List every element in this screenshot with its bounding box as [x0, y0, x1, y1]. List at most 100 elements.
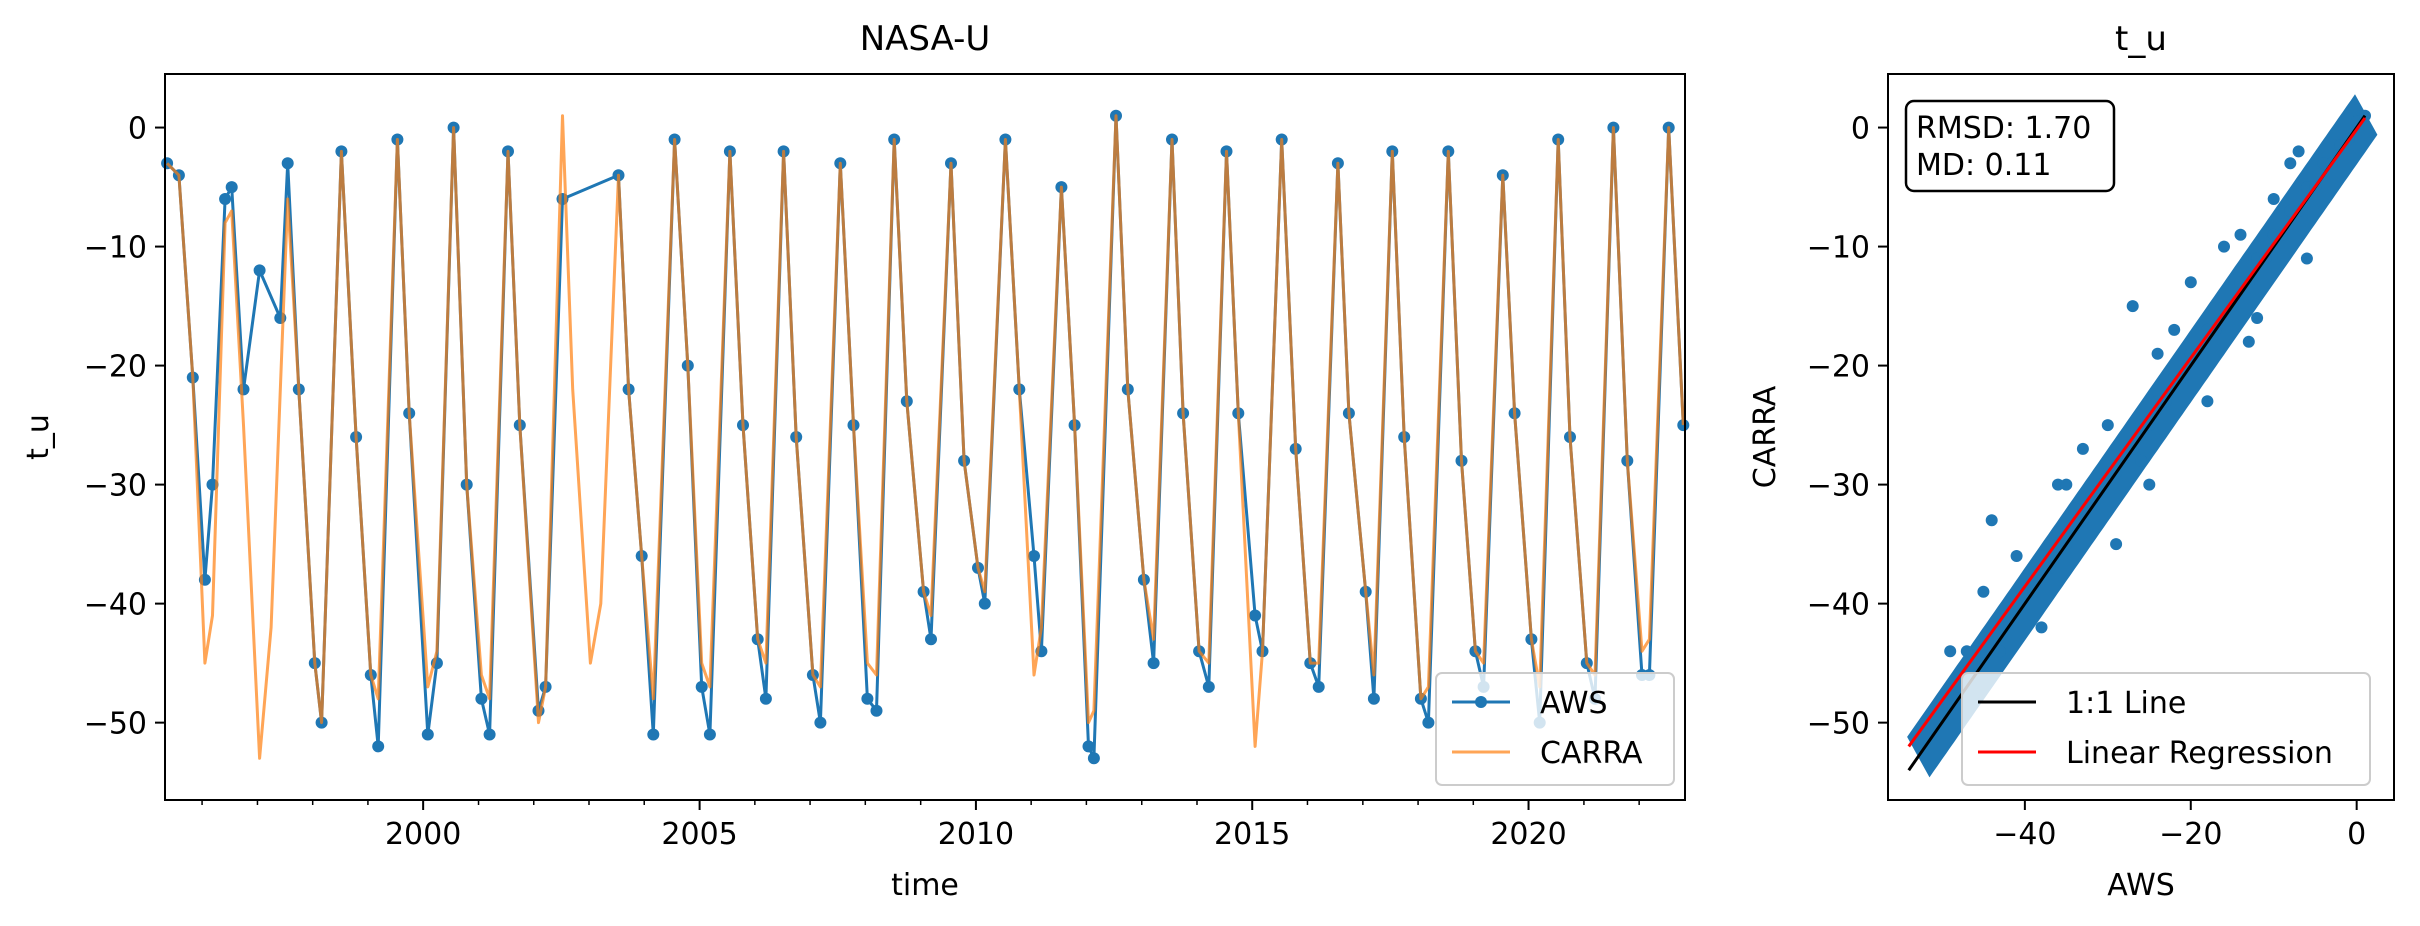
regression-line	[1907, 117, 2367, 748]
series-aws-point	[219, 193, 232, 205]
scatter-point	[2317, 157, 2330, 170]
scatter-title: t_u	[2115, 19, 2167, 59]
x-tick-label: −40	[1993, 817, 2056, 852]
legend-regression-label: Linear Regression	[2066, 736, 2333, 771]
scatter-point	[1994, 645, 2006, 658]
legend-carra-label: CARRA	[1540, 736, 1643, 771]
series-aws-point	[1312, 680, 1325, 693]
scatter-point	[2218, 240, 2230, 253]
scatter-point	[2010, 550, 2023, 562]
scatter-point	[1985, 514, 1998, 527]
y-tick-label: −50	[1807, 707, 1870, 742]
scatter-point	[2110, 538, 2123, 551]
scatter-point	[2234, 228, 2247, 241]
x-tick-label: 0	[2347, 817, 2366, 852]
scatter-x-axis: −40 −20 0	[1993, 800, 2366, 852]
stats-rmsd: RMSD: 1.70	[1916, 111, 2091, 146]
scatter-point	[2201, 395, 2214, 408]
timeseries-x-axis: 2000 2005 2010 2015 2020	[201, 800, 1640, 852]
scatter-point	[2135, 454, 2147, 467]
scatter-point	[2076, 442, 2089, 455]
scatter-panel: t_u −40 −20 0 0 −10 −20 −30 −40 −50 AWS CARRA R…	[1748, 19, 2395, 903]
scatter-plot-area	[1907, 94, 2378, 778]
scatter-point	[2300, 252, 2313, 265]
series-aws-point	[1147, 657, 1160, 670]
x-tick-label: 2020	[1490, 817, 1566, 852]
scatter-point	[1944, 645, 1957, 658]
stats-md: MD: 0.11	[1916, 148, 2051, 183]
series-aws-point	[237, 383, 250, 396]
scatter-point	[2242, 335, 2255, 348]
timeseries-y-axis: 0 −10 −20 −30 −40 −50	[84, 112, 165, 742]
series-carra-line	[166, 114, 1685, 760]
series-aws-point	[1087, 752, 1100, 765]
scatter-point	[2168, 323, 2181, 336]
timeseries-frame	[164, 73, 1686, 801]
y-tick-label: 0	[128, 112, 147, 147]
y-tick-label: −20	[84, 350, 147, 385]
y-tick-label: 0	[1851, 112, 1870, 147]
series-aws-point	[978, 597, 991, 610]
y-tick-label: −20	[1807, 350, 1870, 385]
series-aws-point	[421, 728, 434, 741]
series-aws-point	[253, 264, 266, 277]
scatter-point	[2126, 300, 2139, 313]
series-aws-point	[870, 704, 883, 717]
y-tick-label: −40	[84, 588, 147, 623]
series-aws-point	[1202, 680, 1215, 693]
scatter-point	[2101, 419, 2114, 432]
timeseries-title: NASA-U	[860, 19, 991, 59]
scatter-point	[2292, 145, 2305, 158]
legend-aws-marker	[1475, 696, 1487, 708]
y-tick-label: −30	[1807, 469, 1870, 504]
scatter-point	[1969, 645, 1982, 658]
series-aws-point	[925, 633, 937, 646]
scatter-point	[2184, 276, 2197, 289]
timeseries-y-label: t_u	[21, 414, 56, 460]
timeseries-legend: AWS CARRA	[1435, 672, 1675, 786]
timeseries-x-label: time	[891, 868, 959, 903]
timeseries-panel: NASA-U 2000 2005 2010 2015 2020 0 −10 −20 −30 −4…	[21, 19, 1690, 903]
series-aws-point	[814, 716, 827, 729]
series-aws-point	[1028, 550, 1040, 562]
x-tick-label: −20	[2159, 817, 2222, 852]
x-tick-label: 2005	[661, 817, 737, 852]
series-aws-point	[861, 692, 874, 705]
scatter-y-axis: 0 −10 −20 −30 −40 −50	[1807, 112, 1888, 742]
scatter-point	[2143, 478, 2156, 491]
x-tick-label: 2015	[1214, 817, 1290, 852]
scatter-point	[2267, 193, 2280, 205]
scatter-point	[2184, 347, 2197, 360]
scatter-point	[2284, 204, 2297, 217]
scatter-point	[1960, 645, 1973, 658]
y-tick-label: −50	[84, 707, 147, 742]
series-aws-point	[281, 157, 294, 170]
series-aws-point	[1367, 692, 1380, 705]
scatter-point	[1977, 585, 1990, 598]
series-aws-point	[647, 728, 660, 741]
x-tick-label: 2000	[385, 817, 461, 852]
series-aws-point	[1249, 609, 1262, 622]
scatter-point	[2251, 312, 2264, 324]
y-tick-label: −40	[1807, 588, 1870, 623]
x-tick-label: 2010	[938, 817, 1014, 852]
series-aws-point	[695, 680, 708, 693]
y-tick-label: −10	[84, 231, 147, 266]
series-aws-point	[1082, 740, 1095, 753]
series-aws-point	[483, 728, 496, 741]
scatter-point	[2284, 157, 2297, 170]
series-aws-point	[372, 740, 385, 753]
scatter-point	[2035, 621, 2048, 634]
series-aws-point	[703, 728, 716, 741]
scatter-y-label: CARRA	[1748, 385, 1783, 488]
scatter-point	[2052, 478, 2064, 491]
scatter-x-label: AWS	[2107, 868, 2175, 903]
scatter-legend: 1:1 Line Linear Regression	[1961, 672, 2371, 786]
series-aws-point	[1422, 716, 1435, 729]
y-tick-label: −10	[1807, 231, 1870, 266]
series-aws-point	[225, 181, 238, 194]
scatter-point	[2151, 347, 2164, 360]
scatter-frame	[1887, 73, 2395, 801]
legend-aws-label: AWS	[1540, 686, 1608, 721]
stats-box: RMSD: 1.70 MD: 0.11	[1904, 99, 2116, 193]
